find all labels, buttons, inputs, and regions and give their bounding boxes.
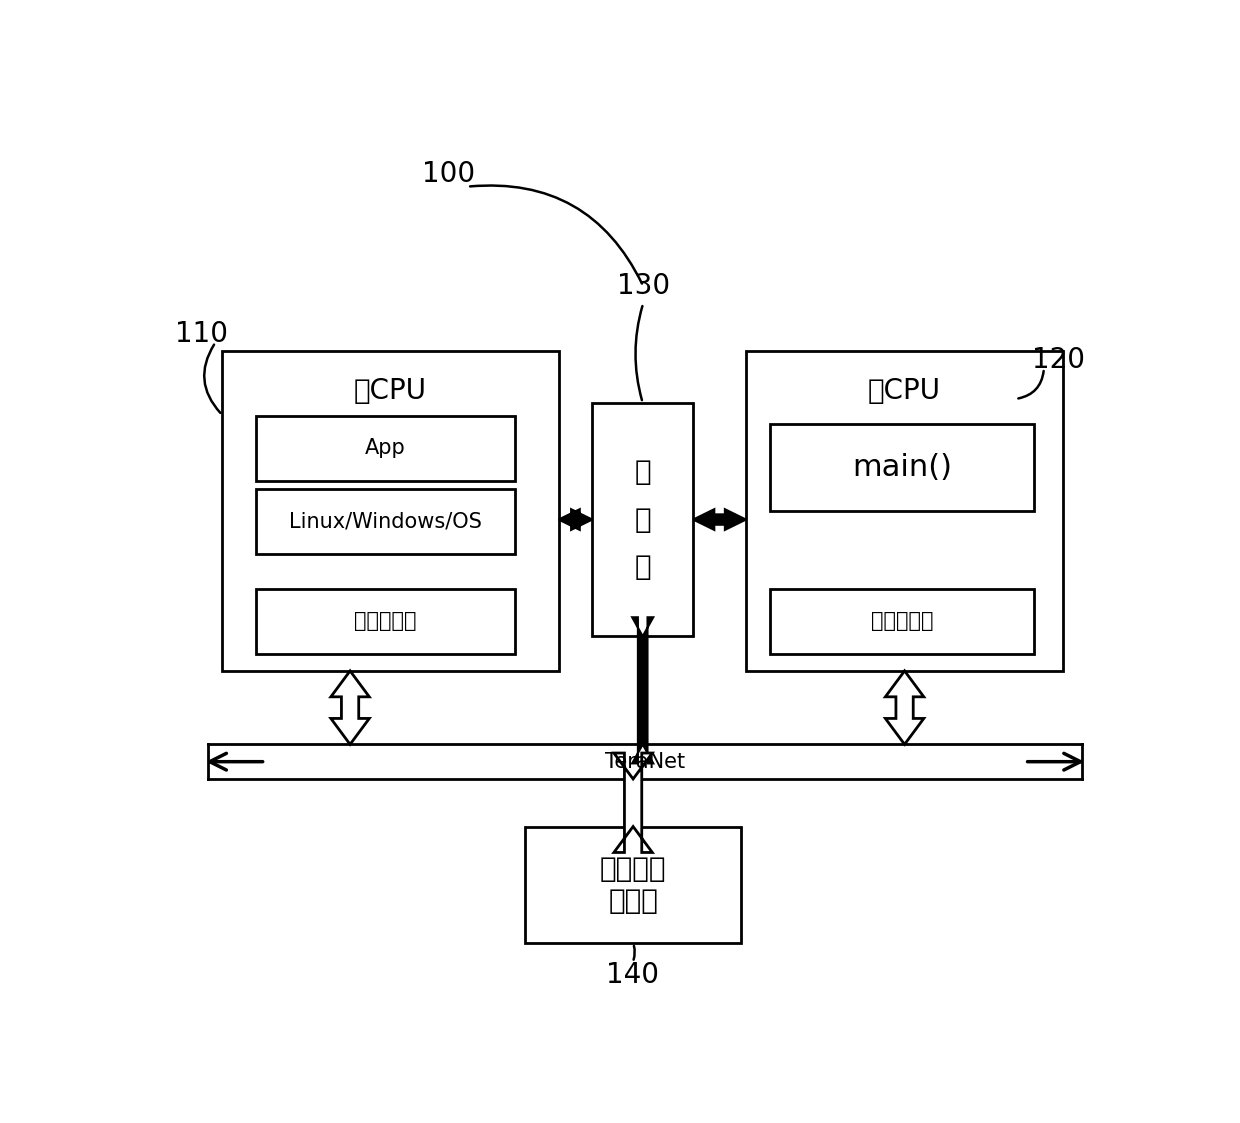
Text: App: App [366, 438, 405, 458]
Polygon shape [885, 670, 924, 745]
Text: 130: 130 [616, 272, 670, 300]
Polygon shape [558, 509, 593, 530]
Polygon shape [331, 670, 370, 745]
Text: 140: 140 [606, 961, 660, 989]
Bar [746, 350, 1063, 670]
Bar [255, 490, 516, 554]
Text: 器: 器 [635, 554, 651, 581]
Bar [255, 416, 516, 481]
Text: main(): main() [852, 454, 952, 482]
Bar [770, 424, 1034, 511]
Text: 主CPU: 主CPU [353, 377, 427, 405]
Text: 控: 控 [635, 458, 651, 486]
Text: 110: 110 [175, 320, 228, 348]
Polygon shape [693, 509, 746, 530]
Polygon shape [632, 618, 653, 764]
Text: 内嵌存储器: 内嵌存储器 [355, 611, 417, 631]
Text: 制: 制 [635, 505, 651, 533]
Bar [222, 350, 558, 670]
Text: 120: 120 [1032, 346, 1085, 374]
Text: 外扩高速
存储器: 外扩高速 存储器 [600, 855, 666, 915]
Text: TeraNet: TeraNet [605, 751, 686, 772]
Text: Linux/Windows/OS: Linux/Windows/OS [289, 512, 482, 531]
Bar [525, 827, 742, 943]
Text: 内嵌存储器: 内嵌存储器 [870, 611, 934, 631]
Bar [593, 403, 693, 637]
Bar [255, 588, 516, 654]
Text: 从CPU: 从CPU [868, 377, 941, 405]
Polygon shape [614, 754, 652, 852]
Text: 100: 100 [422, 159, 475, 188]
Bar [770, 588, 1034, 654]
